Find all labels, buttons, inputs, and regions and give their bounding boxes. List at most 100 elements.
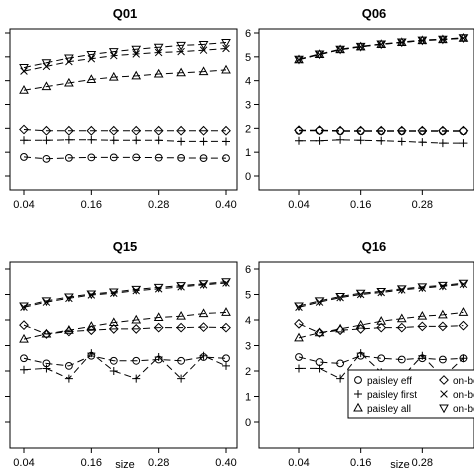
legend-box [347, 369, 474, 419]
y-tick-label: 4 [245, 315, 251, 327]
plot-frame [9, 28, 238, 191]
data-point-tri-down [41, 59, 52, 69]
data-point-tri-down [438, 35, 448, 45]
data-point-plus [397, 137, 406, 146]
data-point-tri-down [198, 280, 209, 290]
data-point-triangle [294, 332, 304, 342]
panel-title: Q16 [362, 239, 387, 254]
data-point-x [356, 43, 365, 51]
data-point-triangle [396, 313, 407, 323]
legend: paisley eff paisley first paisley all on-b o… [347, 369, 474, 419]
x-tick-label: 0.16 [350, 457, 371, 469]
data-point-diamond [86, 325, 97, 336]
data-point-triangle [64, 77, 74, 87]
legend-marker-plus [354, 390, 362, 398]
series-group [19, 278, 231, 383]
data-point-circle [87, 153, 96, 162]
data-point-plus [154, 352, 163, 361]
data-point-circle [20, 153, 28, 161]
data-point-triangle [355, 319, 366, 329]
data-point-x [177, 283, 185, 291]
data-point-diamond [153, 125, 164, 136]
data-point-plus [418, 351, 427, 360]
data-point-triangle [19, 84, 29, 94]
data-point-tri-down [176, 282, 186, 291]
data-point-tri-down [396, 38, 407, 48]
data-point-x [65, 294, 73, 303]
data-point-tri-down [355, 42, 366, 52]
data-point-plus [336, 374, 345, 383]
panel-q06: Q06 0.04 0.16 0.28 0 1 2 3 4 5 6 [245, 6, 474, 211]
data-point-diamond [314, 327, 325, 338]
data-point-triangle [221, 307, 231, 316]
panel-q15: Q15 0.04 0.16 0.28 0.40 size [5, 239, 238, 471]
data-point-diamond [153, 322, 164, 333]
series-line [298, 355, 464, 364]
data-point-plus [336, 135, 345, 144]
data-point-plus [20, 365, 28, 374]
series-line [24, 139, 226, 142]
data-point-triangle [221, 64, 231, 74]
data-point-plus [177, 374, 186, 383]
data-point-plus [222, 137, 230, 146]
series-group [294, 33, 469, 148]
data-point-diamond [131, 125, 142, 136]
data-point-plus [109, 136, 118, 145]
x-tick-label: 0.16 [81, 457, 102, 469]
data-point-x [459, 34, 468, 42]
plot-frame [258, 28, 474, 191]
data-point-x [177, 47, 185, 56]
data-point-x [222, 44, 230, 53]
data-point-x [154, 48, 163, 57]
data-point-plus [295, 364, 303, 373]
series-line [299, 129, 464, 132]
legend-label: on-boo [453, 376, 474, 387]
y-tick-label: 4 [245, 76, 251, 88]
data-point-diamond [176, 125, 187, 136]
data-point-plus [315, 364, 324, 373]
x-tick-label: 0.28 [148, 457, 169, 469]
data-point-triangle [198, 308, 209, 318]
data-point-circle [199, 154, 208, 163]
data-point-triangle [438, 309, 448, 319]
data-point-triangle [153, 312, 164, 321]
data-point-triangle [176, 67, 186, 77]
data-point-circle [177, 153, 186, 162]
data-point-diamond [198, 125, 209, 136]
y-tick-label: 1 [245, 392, 251, 404]
data-point-plus [315, 136, 324, 145]
data-point-circle [222, 354, 230, 363]
data-point-tri-down [19, 64, 29, 73]
y-tick-label: 5 [245, 52, 251, 64]
data-point-triangle [41, 81, 52, 91]
series-line [23, 281, 227, 307]
data-point-triangle [19, 333, 29, 343]
y-tick-label: 2 [245, 366, 251, 378]
legend-label: on-boo [453, 390, 474, 401]
data-point-x [315, 298, 324, 306]
data-point-plus [109, 367, 118, 375]
data-point-x [110, 289, 118, 297]
data-point-circle [154, 153, 163, 162]
data-point-diamond [63, 125, 74, 136]
data-point-diamond [437, 125, 448, 136]
data-point-tri-down [376, 287, 387, 297]
data-point-tri-down [458, 34, 469, 43]
data-point-plus [87, 135, 96, 144]
panel-title: Q06 [362, 6, 387, 21]
data-point-diamond [355, 125, 366, 136]
x-tick-label: 0.28 [412, 199, 433, 211]
data-point-tri-down [131, 285, 142, 295]
data-point-plus [87, 349, 96, 358]
x-axis-label: size [390, 459, 410, 471]
data-point-plus [459, 354, 468, 363]
y-tick-label: 3 [245, 100, 251, 112]
data-point-tri-down [86, 290, 97, 300]
data-point-tri-down [335, 293, 345, 302]
data-point-x [315, 50, 324, 59]
data-point-x [132, 286, 140, 295]
x-tick-label: 0.40 [215, 457, 236, 469]
data-point-triangle [458, 307, 469, 316]
series-line [298, 282, 464, 307]
x-tick-label: 0.28 [148, 199, 169, 211]
